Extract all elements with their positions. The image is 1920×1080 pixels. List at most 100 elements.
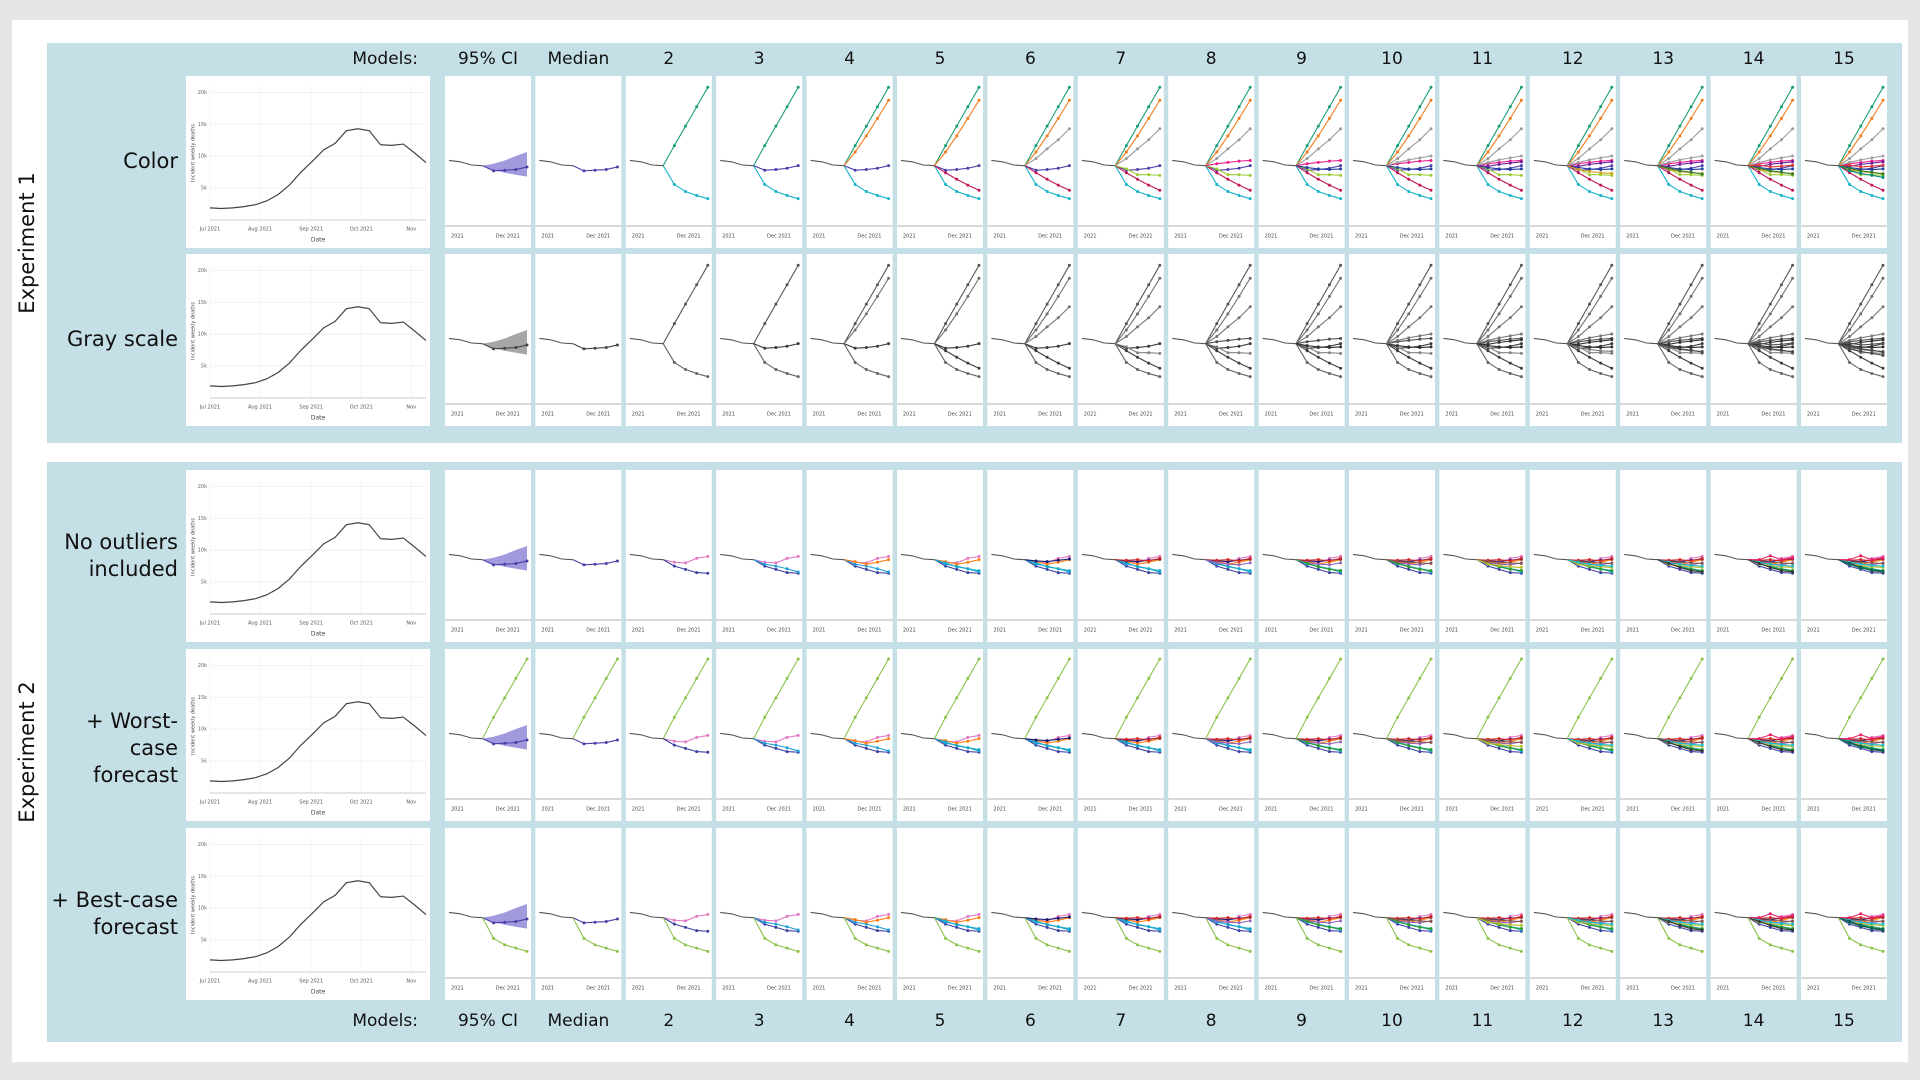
model-line-point — [1226, 744, 1230, 748]
connector — [934, 917, 946, 922]
extra-line-point — [1486, 936, 1490, 940]
model-line-point — [1599, 740, 1603, 744]
extra-line-point — [1779, 676, 1783, 680]
model-line-point — [1056, 750, 1060, 754]
model-line-point — [1418, 159, 1422, 163]
model-line-point — [1237, 173, 1241, 177]
x-tick-label: 2021 — [1355, 412, 1368, 418]
model-line — [1759, 921, 1793, 926]
x-tick-label: 2021 — [1536, 412, 1549, 418]
x-tick-label: Aug 2021 — [248, 227, 272, 233]
model-line — [1758, 168, 1793, 176]
model-line-point — [695, 929, 699, 933]
model-line-point — [887, 570, 891, 574]
x-tick-label: 2021 — [1084, 628, 1097, 634]
x-tick-label: 2021 — [541, 807, 554, 813]
model-line-point — [672, 922, 676, 926]
model-line-point — [796, 197, 800, 201]
model-line — [1758, 265, 1794, 324]
model-line — [1035, 559, 1070, 565]
model-line-point — [1870, 183, 1874, 187]
model-line-point — [1407, 916, 1411, 920]
model-line-point — [864, 312, 868, 316]
x-tick-label: 2021 — [1265, 807, 1278, 813]
extra-line-point — [1848, 715, 1852, 719]
model-line — [945, 183, 980, 200]
model-line-point — [796, 749, 800, 753]
model-line-point — [1215, 737, 1219, 741]
model-line-point — [774, 740, 778, 744]
model-line-point — [977, 263, 981, 267]
connector — [1476, 339, 1489, 345]
extra-line-point — [1881, 949, 1885, 953]
model-line-point — [1147, 105, 1151, 109]
model-line — [1578, 169, 1612, 174]
model-line-point — [1689, 283, 1693, 287]
model-line-point — [1136, 562, 1140, 566]
model-line — [1307, 562, 1341, 566]
history-tail — [1352, 159, 1387, 167]
model-line — [1759, 155, 1793, 163]
model-line-point — [1881, 332, 1885, 336]
extra-line — [854, 937, 889, 952]
model-line — [1397, 917, 1432, 923]
model-line-point — [1316, 741, 1320, 745]
model-line-point — [1226, 338, 1230, 342]
x-tick-label: Dec 2021 — [948, 234, 972, 240]
model-line-point — [1768, 134, 1772, 138]
model-line-point — [1045, 744, 1049, 748]
model-line-point — [1519, 923, 1523, 927]
x-tick-label: 2021 — [1355, 986, 1368, 992]
model-line-point — [1610, 562, 1614, 566]
extra-line-point — [1508, 946, 1512, 950]
x-tick-label: 2021 — [1536, 986, 1549, 992]
model-line-point — [1519, 154, 1523, 158]
model-line-point — [1147, 750, 1151, 754]
model-line-point — [1859, 554, 1863, 558]
model-line-point — [1045, 920, 1049, 924]
model-line-point — [1407, 746, 1411, 750]
model-line — [1397, 561, 1432, 565]
model-line-point — [1486, 562, 1490, 566]
y-tick-label: 10k — [198, 548, 207, 554]
model-line-point — [1429, 920, 1433, 924]
history-line — [209, 880, 427, 962]
model-line-point — [1407, 158, 1411, 162]
model-line-point — [955, 134, 959, 138]
median-line-point — [615, 343, 619, 347]
x-tick-label: Dec 2021 — [767, 234, 791, 240]
model-line-point — [1429, 336, 1433, 340]
model-line-point — [1689, 161, 1693, 165]
history-tail — [448, 159, 483, 167]
model-line-point — [1396, 918, 1400, 922]
x-tick-label: 2021 — [1807, 807, 1820, 813]
x-tick-label: Dec 2021 — [1309, 807, 1333, 813]
model-line-point — [875, 929, 879, 933]
model-line-point — [1689, 361, 1693, 365]
model-line-point — [1067, 927, 1071, 931]
model-line-point — [1158, 305, 1162, 309]
model-line — [674, 183, 708, 200]
y-tick-label: 5k — [201, 759, 207, 765]
model-line-point — [1881, 175, 1885, 179]
model-line-point — [1508, 161, 1512, 165]
model-line — [1578, 919, 1612, 925]
history-tail — [1443, 911, 1477, 919]
x-tick-label: 2021 — [1445, 807, 1458, 813]
model-line-point — [1215, 919, 1219, 923]
model-line-point — [1316, 312, 1320, 316]
model-line-point — [1779, 563, 1783, 567]
model-line — [1397, 923, 1432, 932]
model-line-point — [1859, 162, 1863, 166]
model-line-point — [1667, 144, 1671, 148]
model-line — [1578, 740, 1612, 746]
median-line-point — [604, 741, 608, 745]
extra-line-point — [875, 676, 879, 680]
model-line — [855, 559, 889, 565]
x-tick-label: Nov — [406, 979, 416, 985]
x-tick-label: Dec 2021 — [1129, 412, 1153, 418]
model-line-point — [1305, 562, 1309, 566]
model-line-point — [1045, 567, 1049, 571]
model-line-point — [966, 914, 970, 918]
model-line-point — [796, 928, 800, 932]
